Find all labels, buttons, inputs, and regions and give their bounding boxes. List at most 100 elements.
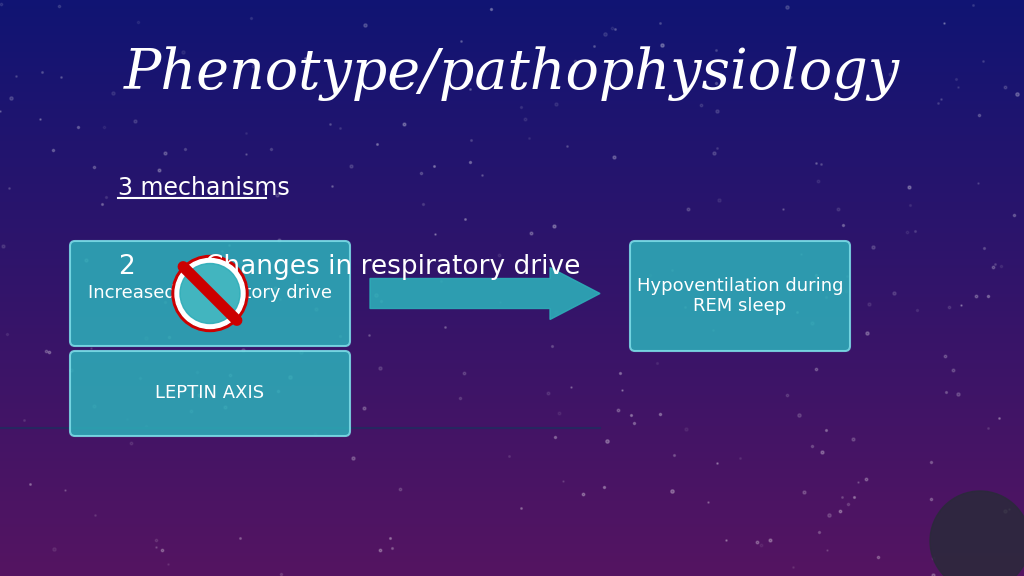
Bar: [0, 553, 1024, 556]
Bar: [0, 230, 1024, 233]
Bar: [0, 360, 1024, 363]
Bar: [0, 518, 1024, 521]
Bar: [0, 550, 1024, 553]
Bar: [0, 167, 1024, 170]
Bar: [0, 86, 1024, 89]
Bar: [0, 366, 1024, 369]
Bar: [0, 420, 1024, 423]
Bar: [0, 141, 1024, 144]
FancyBboxPatch shape: [70, 351, 350, 436]
Bar: [0, 26, 1024, 29]
Bar: [0, 69, 1024, 72]
Bar: [0, 467, 1024, 469]
Bar: [0, 135, 1024, 138]
Bar: [0, 187, 1024, 190]
Bar: [0, 337, 1024, 340]
Bar: [0, 60, 1024, 63]
Bar: [0, 156, 1024, 158]
Bar: [0, 363, 1024, 366]
Bar: [0, 403, 1024, 406]
Bar: [0, 109, 1024, 112]
Bar: [0, 52, 1024, 55]
Bar: [0, 308, 1024, 311]
Bar: [0, 170, 1024, 173]
Bar: [0, 153, 1024, 156]
Bar: [0, 559, 1024, 562]
Bar: [0, 222, 1024, 225]
Bar: [0, 161, 1024, 164]
Circle shape: [172, 256, 248, 332]
Bar: [0, 418, 1024, 420]
FancyArrow shape: [370, 267, 600, 320]
Bar: [0, 386, 1024, 389]
Text: 3 mechanisms: 3 mechanisms: [118, 176, 290, 200]
Bar: [0, 219, 1024, 222]
Text: Changes in respiratory drive: Changes in respiratory drive: [205, 254, 581, 280]
Bar: [0, 374, 1024, 377]
Bar: [0, 541, 1024, 544]
Bar: [0, 423, 1024, 426]
Bar: [0, 196, 1024, 199]
Bar: [0, 101, 1024, 104]
Bar: [0, 12, 1024, 14]
Bar: [0, 435, 1024, 438]
Bar: [0, 32, 1024, 35]
Bar: [0, 118, 1024, 121]
Bar: [0, 20, 1024, 23]
Bar: [0, 23, 1024, 26]
Text: Hypoventilation during
REM sleep: Hypoventilation during REM sleep: [637, 276, 843, 316]
Bar: [0, 130, 1024, 132]
Bar: [0, 138, 1024, 141]
Bar: [0, 469, 1024, 472]
Bar: [0, 446, 1024, 449]
Bar: [0, 112, 1024, 115]
Bar: [0, 265, 1024, 268]
Bar: [0, 406, 1024, 409]
Bar: [0, 567, 1024, 570]
Bar: [0, 334, 1024, 337]
Text: LEPTIN AXIS: LEPTIN AXIS: [156, 385, 264, 403]
Bar: [0, 29, 1024, 32]
Bar: [0, 239, 1024, 242]
Bar: [0, 409, 1024, 412]
Bar: [0, 248, 1024, 251]
Bar: [0, 348, 1024, 351]
Bar: [0, 438, 1024, 441]
Bar: [0, 98, 1024, 101]
Bar: [0, 357, 1024, 360]
Bar: [0, 84, 1024, 86]
Bar: [0, 461, 1024, 464]
Bar: [0, 14, 1024, 17]
Bar: [0, 395, 1024, 397]
Bar: [0, 516, 1024, 518]
Bar: [0, 40, 1024, 43]
Bar: [0, 444, 1024, 446]
Bar: [0, 441, 1024, 444]
Bar: [0, 562, 1024, 564]
Bar: [0, 184, 1024, 187]
FancyBboxPatch shape: [70, 241, 350, 346]
Bar: [0, 236, 1024, 239]
Bar: [0, 147, 1024, 150]
Bar: [0, 228, 1024, 230]
Circle shape: [175, 259, 245, 328]
Bar: [0, 377, 1024, 380]
Bar: [0, 179, 1024, 181]
Bar: [0, 204, 1024, 207]
Bar: [0, 311, 1024, 314]
Bar: [0, 279, 1024, 282]
Bar: [0, 225, 1024, 228]
Bar: [0, 75, 1024, 78]
Bar: [0, 397, 1024, 400]
Bar: [0, 478, 1024, 481]
Circle shape: [930, 491, 1024, 576]
Bar: [0, 392, 1024, 395]
Bar: [0, 274, 1024, 276]
Bar: [0, 66, 1024, 69]
Text: Increased respiratory drive: Increased respiratory drive: [88, 285, 332, 302]
Bar: [0, 233, 1024, 236]
Bar: [0, 513, 1024, 516]
Bar: [0, 150, 1024, 153]
Bar: [0, 346, 1024, 348]
Bar: [0, 127, 1024, 130]
